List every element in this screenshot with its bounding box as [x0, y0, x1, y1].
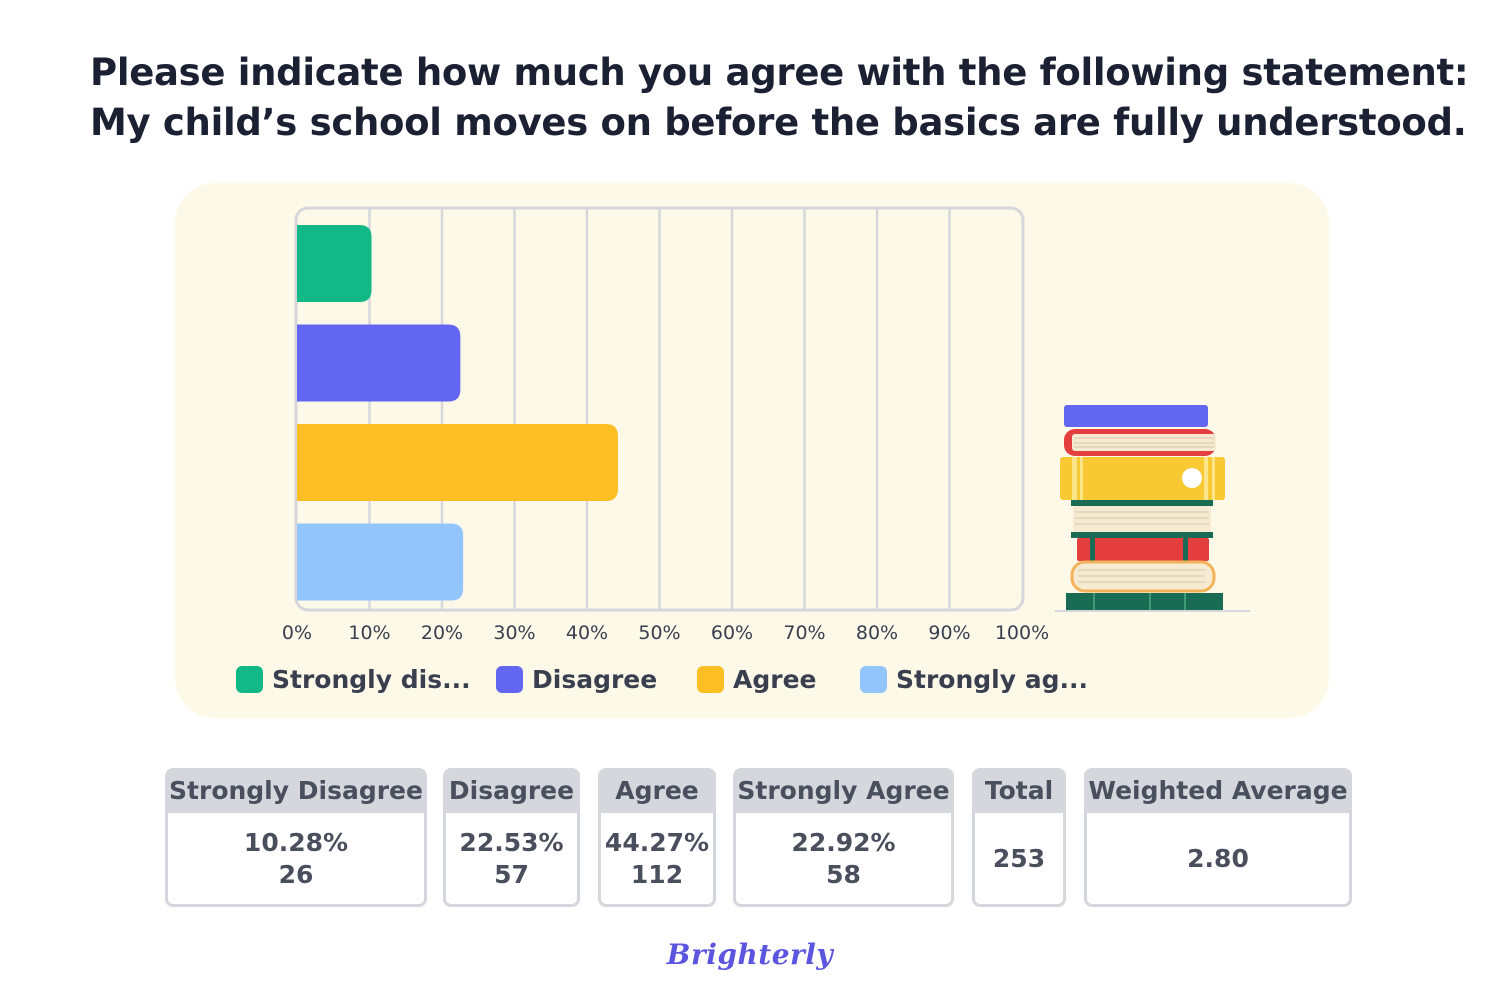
legend-label: Strongly ag...: [896, 664, 1088, 694]
stat-percent: 22.53%: [459, 827, 564, 857]
legend-swatch: [236, 665, 263, 693]
stat-card-weighted-average: Weighted Average 2.80: [1084, 768, 1352, 907]
legend-item-agree[interactable]: Agree: [697, 662, 816, 696]
legend-label: Agree: [733, 664, 817, 694]
x-tick-label: 0%: [282, 622, 312, 644]
legend-item-disagree[interactable]: Disagree: [496, 662, 657, 696]
stat-values: 10.28% 26: [165, 813, 427, 907]
bar-disagree[interactable]: [297, 324, 461, 402]
bar-agree[interactable]: [297, 424, 618, 501]
stat-count: 57: [494, 859, 529, 889]
title-line-2: My child’s school moves on before the ba…: [90, 101, 1467, 144]
x-axis-ticks: 0% 10% 20% 30% 40% 50% 60% 70% 80% 90% 100%: [282, 622, 1049, 644]
stat-header: Agree: [598, 768, 716, 813]
stat-card-agree: Agree 44.27% 112: [598, 768, 716, 907]
stat-card-disagree: Disagree 22.53% 57: [443, 768, 580, 907]
x-tick-label: 50%: [638, 622, 680, 644]
x-tick-label: 80%: [856, 622, 898, 644]
legend-label: Disagree: [532, 664, 658, 694]
stat-percent: 44.27%: [604, 827, 710, 857]
x-tick-label: 70%: [783, 622, 825, 644]
x-tick-label: 10%: [348, 622, 390, 644]
stat-count: 26: [278, 859, 314, 889]
stat-percent: 22.92%: [791, 827, 896, 857]
stat-header: Total: [972, 768, 1066, 813]
stat-values: 22.53% 57: [443, 813, 580, 907]
stat-header: Disagree: [443, 768, 580, 813]
legend-label: Strongly dis...: [272, 664, 471, 694]
stat-percent: 10.28%: [243, 827, 349, 857]
stat-header: Strongly Agree: [733, 768, 954, 813]
stat-header: Strongly Disagree: [165, 768, 427, 813]
legend-swatch: [496, 665, 523, 693]
bar-strongly-disagree[interactable]: [297, 225, 372, 302]
x-tick-label: 100%: [995, 622, 1049, 644]
stat-card-strongly-agree: Strongly Agree 22.92% 58: [733, 768, 954, 907]
legend-swatch: [860, 665, 887, 693]
stat-card-total: Total 253: [972, 768, 1066, 907]
brand-logo: Brighterly: [666, 938, 834, 971]
bar-strongly-agree[interactable]: [297, 523, 464, 601]
plot-frame: [294, 206, 1025, 612]
book-stack-illustration: [1055, 405, 1250, 612]
stat-card-strongly-disagree: Strongly Disagree 10.28% 26: [165, 768, 427, 907]
x-tick-label: 90%: [928, 622, 970, 644]
stat-values: 2.80: [1084, 813, 1352, 907]
x-tick-label: 60%: [711, 622, 753, 644]
x-tick-label: 40%: [566, 622, 608, 644]
bars: [297, 225, 618, 601]
stat-total-value: 253: [992, 843, 1046, 873]
stat-count: 112: [630, 859, 684, 889]
stat-count: 58: [826, 859, 861, 889]
stat-values: 253: [972, 813, 1066, 907]
chart-title: Please indicate how much you agree with …: [90, 48, 1469, 148]
title-line-1: Please indicate how much you agree with …: [90, 51, 1469, 94]
legend-item-strongly-agree[interactable]: Strongly ag...: [860, 662, 1088, 696]
gridlines: [294, 206, 1025, 612]
x-tick-label: 20%: [421, 622, 463, 644]
stat-values: 44.27% 112: [598, 813, 716, 907]
stat-average-value: 2.80: [1187, 843, 1249, 873]
legend-swatch: [697, 665, 724, 693]
stat-header: Weighted Average: [1084, 768, 1352, 813]
x-tick-label: 30%: [493, 622, 535, 644]
legend-item-strongly-disagree[interactable]: Strongly dis...: [236, 662, 471, 696]
stat-values: 22.92% 58: [733, 813, 954, 907]
